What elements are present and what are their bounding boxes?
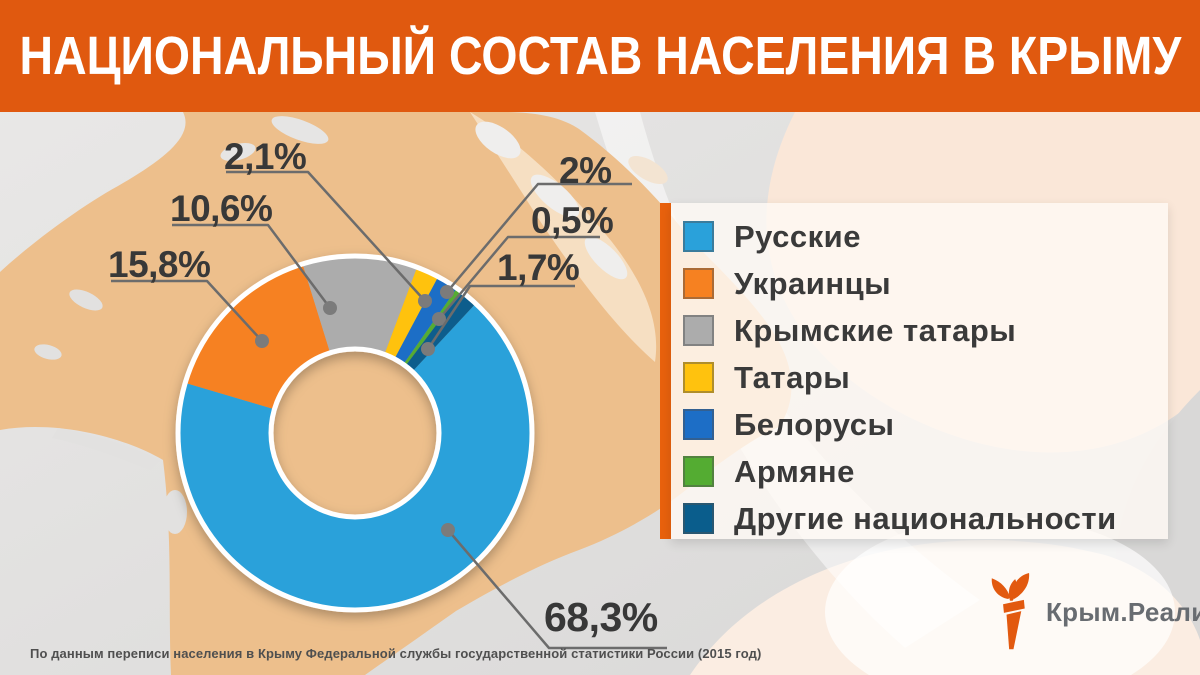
donut-slice-4 <box>394 276 457 365</box>
legend-swatch-armenians <box>683 456 714 487</box>
donut-slice-3 <box>384 267 439 359</box>
legend-label: Другие национальности <box>734 500 1117 536</box>
legend-item-crimean-tatars: Крымские татары <box>683 307 1168 354</box>
donut-ring <box>268 346 442 520</box>
inlet <box>69 289 103 311</box>
callout-label-ukrainians: 15,8% <box>108 244 211 285</box>
lagoon <box>271 116 329 144</box>
legend-swatch-ukrainians <box>683 268 714 299</box>
brand-logo-text: Крым.Реалии <box>1046 596 1200 627</box>
page-title: НАЦИОНАЛЬНЫЙ СОСТАВ НАСЕЛЕНИЯ В КРЫМУ <box>19 26 1181 86</box>
legend-item-others: Другие национальности <box>683 495 1168 542</box>
leader-dot-4 <box>440 285 454 299</box>
legend-swatch-belarusians <box>683 409 714 440</box>
legend-swatch-russians <box>683 221 714 252</box>
legend-item-ukrainians: Украинцы <box>683 260 1168 307</box>
lagoon <box>220 142 256 162</box>
callout-label-armenians: 0,5% <box>531 200 614 241</box>
leader-dot-2 <box>323 301 337 315</box>
callout-label-belarusians: 2% <box>559 150 612 191</box>
legend-accent-bar <box>660 203 671 539</box>
leader-line-1 <box>111 279 263 342</box>
legend-list: Русские Украинцы Крымские татары Татары … <box>683 213 1168 542</box>
header-banner: НАЦИОНАЛЬНЫЙ СОСТАВ НАСЕЛЕНИЯ В КРЫМУ <box>0 0 1200 112</box>
lagoon <box>530 174 580 218</box>
leader-line-4 <box>446 182 632 293</box>
inlet <box>52 428 160 470</box>
leader-dot-6 <box>421 342 435 356</box>
callout-label-crimean-tatars: 10,6% <box>170 188 273 229</box>
legend-label: Татары <box>734 359 851 395</box>
donut-slice-5 <box>403 288 462 366</box>
legend-label: Армяне <box>734 453 855 489</box>
legend-label: Крымские татары <box>734 312 1017 348</box>
leader-line-2 <box>172 223 332 309</box>
leader-dot-3 <box>418 294 432 308</box>
legend-item-tatars: Татары <box>683 354 1168 401</box>
legend-item-armenians: Армяне <box>683 448 1168 495</box>
leader-dot-5 <box>432 312 446 326</box>
donut-ring <box>175 253 535 613</box>
leader-line-0 <box>447 529 667 650</box>
callout-label-others: 1,7% <box>497 247 580 288</box>
legend-swatch-tatars <box>683 362 714 393</box>
callout-label-tatars: 2,1% <box>224 136 307 177</box>
legend-panel: Русские Украинцы Крымские татары Татары … <box>671 203 1168 539</box>
legend-label: Украинцы <box>734 265 892 301</box>
donut-slice-2 <box>302 256 418 355</box>
leader-dot-1 <box>255 334 269 348</box>
brand-logo: Крым.Реалии <box>984 570 1200 654</box>
legend-item-belarusians: Белорусы <box>683 401 1168 448</box>
leader-line-5 <box>438 235 600 320</box>
legend-label: Русские <box>734 218 861 254</box>
legend-swatch-crimean-tatars <box>683 315 714 346</box>
lagoon <box>584 236 628 280</box>
legend: Русские Украинцы Крымские татары Татары … <box>660 203 1168 539</box>
callout-leader-lines <box>111 170 667 650</box>
source-note: По данным переписи населения в Крыму Фед… <box>30 646 762 661</box>
lagoon <box>475 121 521 159</box>
inlet <box>34 344 62 360</box>
leader-line-3 <box>226 170 426 302</box>
inlet <box>163 490 187 534</box>
lagoon <box>628 156 668 184</box>
torch-icon <box>991 573 1030 650</box>
legend-swatch-others <box>683 503 714 534</box>
legend-label: Белорусы <box>734 406 895 442</box>
legend-item-russians: Русские <box>683 213 1168 260</box>
callout-label-russians: 68,3% <box>544 594 658 640</box>
leader-line-6 <box>426 284 575 350</box>
leader-dot-0 <box>441 523 455 537</box>
